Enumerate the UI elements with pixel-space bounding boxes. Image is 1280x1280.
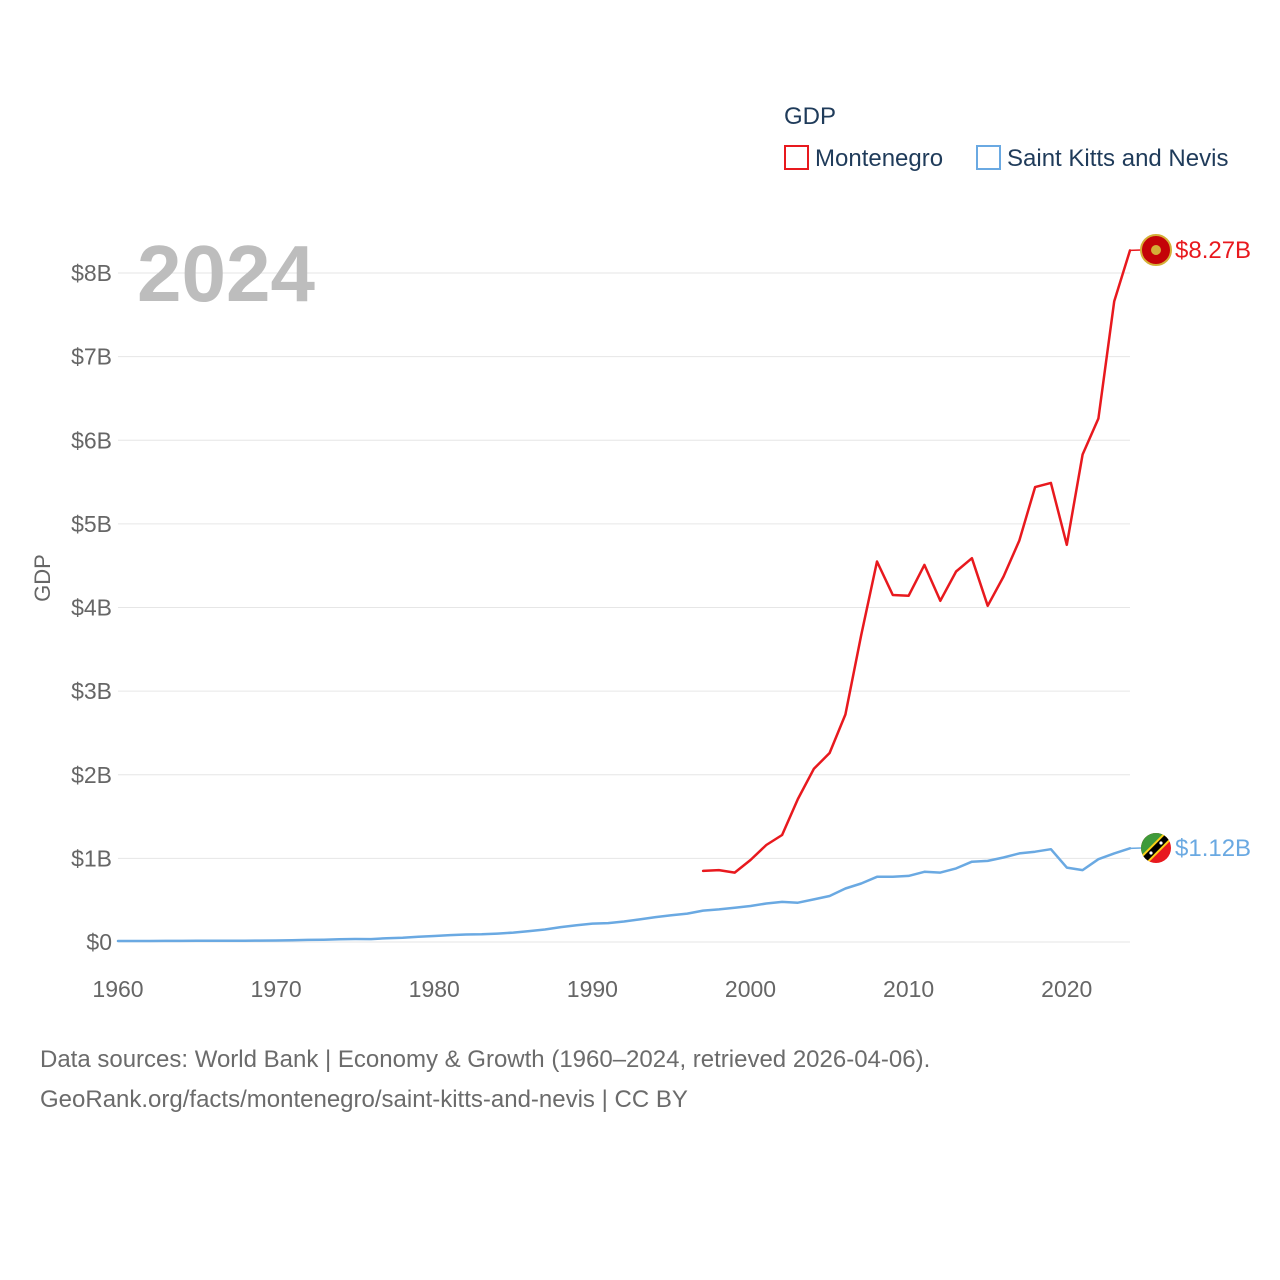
end-value-label-saint-kitts-and-nevis: $1.12B <box>1175 835 1251 862</box>
end-markers <box>1140 234 1172 863</box>
y-tick-label: $2B <box>71 762 112 788</box>
montenegro-flag-icon <box>1140 234 1172 266</box>
year-label: 2024 <box>137 229 315 318</box>
x-tick-label: 1960 <box>92 976 143 1002</box>
y-tick-label: $6B <box>71 427 112 453</box>
end-value-label-montenegro: $8.27B <box>1175 237 1251 264</box>
legend-label-montenegro[interactable]: Montenegro <box>815 145 943 172</box>
footer-sources: Data sources: World Bank | Economy & Gro… <box>40 1040 930 1120</box>
x-tick-label: 2020 <box>1041 976 1092 1002</box>
footer-line-link[interactable]: GeoRank.org/facts/montenegro/saint-kitts… <box>40 1086 688 1113</box>
end-labels: $8.27B $1.12B <box>1175 237 1251 862</box>
x-axis-ticks: 1960 1970 1980 1990 2000 2010 2020 <box>92 976 1092 1002</box>
y-tick-label: $4B <box>71 595 112 621</box>
y-tick-label: $1B <box>71 845 112 871</box>
footer-line-sources: Data sources: World Bank | Economy & Gro… <box>40 1046 931 1073</box>
x-tick-label: 1990 <box>567 976 618 1002</box>
y-tick-label: $0 <box>86 929 112 955</box>
y-tick-label: $5B <box>71 511 112 537</box>
saint-kitts-and-nevis-flag-icon <box>1141 833 1171 863</box>
grid-lines <box>118 272 1130 943</box>
series-line-montenegro[interactable] <box>701 249 1132 874</box>
x-tick-label: 1970 <box>251 976 302 1002</box>
legend-swatch-saint-kitts-and-nevis <box>976 145 1001 170</box>
series-line-saint-kitts-and-nevis[interactable] <box>116 847 1132 943</box>
legend-swatch-montenegro <box>784 145 809 170</box>
y-tick-label: $7B <box>71 344 112 370</box>
x-tick-label: 1980 <box>409 976 460 1002</box>
legend: GDP Montenegro Saint Kitts and Nevis <box>784 103 1228 172</box>
x-tick-label: 2000 <box>725 976 776 1002</box>
legend-label-saint-kitts-and-nevis[interactable]: Saint Kitts and Nevis <box>1007 145 1228 172</box>
series-lines <box>116 249 1142 943</box>
y-axis-title: GDP <box>30 554 55 602</box>
y-tick-label: $8B <box>71 260 112 286</box>
y-tick-label: $3B <box>71 678 112 704</box>
legend-title: GDP <box>784 103 836 130</box>
y-axis-ticks: $0 $1B $2B $3B $4B $5B $6B $7B $8B <box>71 260 112 955</box>
x-tick-label: 2010 <box>883 976 934 1002</box>
